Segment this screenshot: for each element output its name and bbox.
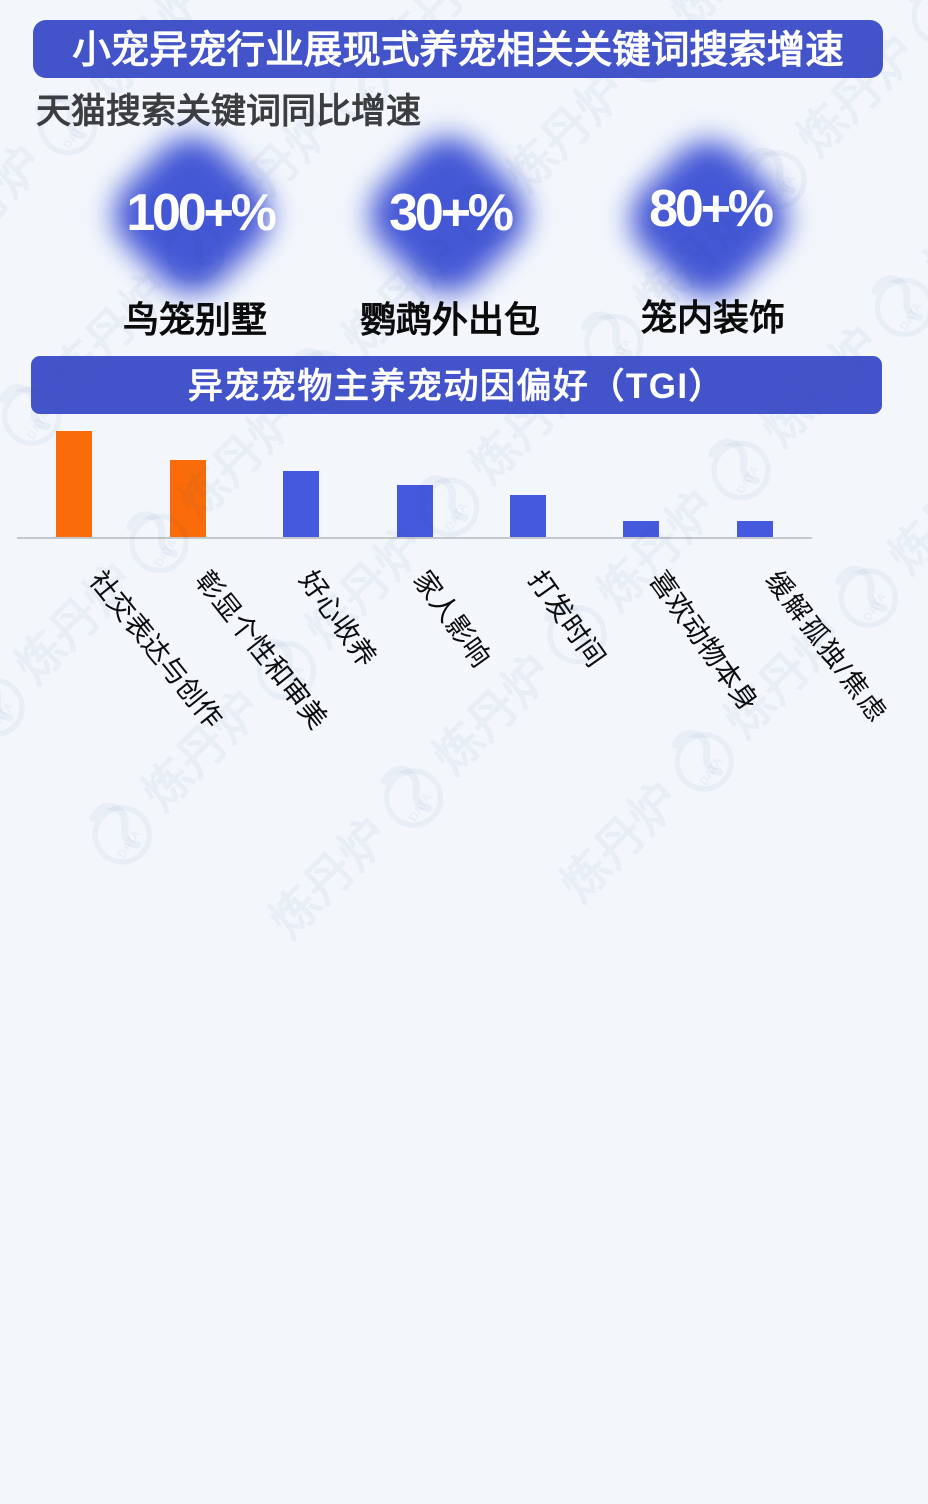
svg-text:DATA: DATA: [115, 827, 143, 860]
svg-text:DATA: DATA: [734, 463, 762, 496]
svg-text:DATA: DATA: [697, 754, 725, 787]
svg-text:DATA: DATA: [407, 791, 435, 824]
svg-text:DATA: DATA: [443, 500, 471, 533]
svg-text:DATA: DATA: [861, 590, 889, 623]
svg-text:DATA: DATA: [152, 536, 180, 569]
svg-text:DATA: DATA: [0, 700, 16, 733]
svg-text:DATA: DATA: [897, 300, 925, 333]
